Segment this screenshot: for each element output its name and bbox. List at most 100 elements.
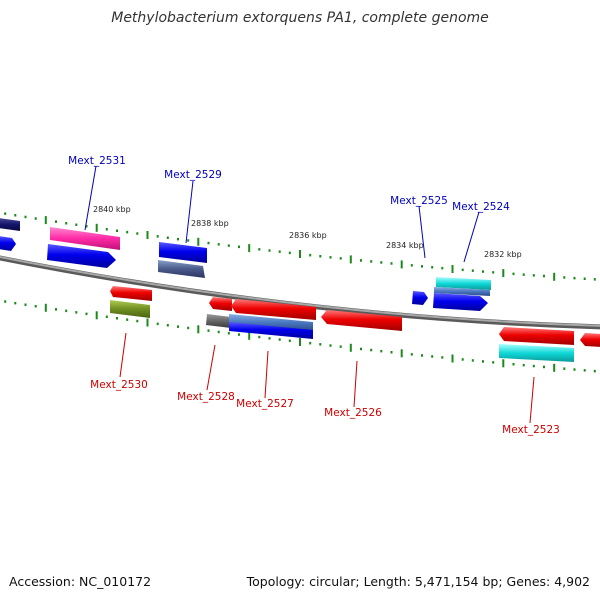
gene-label-mext-2523[interactable]: Mext_2523 [502,424,560,436]
gene-label-mext-2529[interactable]: Mext_2529 [164,169,222,181]
ruler-tick [451,265,454,273]
gene-label-mext-2531[interactable]: Mext_2531 [68,155,126,167]
ruler-tick [380,349,383,353]
gene-arrow-mext-2530[interactable] [110,286,152,301]
gene-arrow-mext-2525[interactable] [412,291,428,305]
ruler-tick [258,248,261,251]
ruler-tick [329,256,332,259]
ruler-tick [65,309,68,313]
gene-arrow-navy-left[interactable] [0,218,20,231]
ruler-tick [207,241,210,245]
ruler-tick [65,222,68,225]
gene-arrow-red-right[interactable] [580,333,600,347]
leader-mext-2524 [463,211,480,263]
ruler-tick [360,347,362,351]
leader-mext-2525 [418,205,426,259]
leader-mext-2531 [84,165,97,231]
ruler-tick [563,276,566,279]
ruler-tick [126,318,129,321]
gene-arrow-mext-2524-b[interactable] [434,287,490,296]
gene-arrow-mext-2528[interactable] [209,297,232,311]
ruler-label-2840: 2840 kbp [93,205,131,214]
gene-arrow-mext-2531[interactable] [50,227,120,250]
ruler-tick [146,318,149,327]
ruler-tick [156,235,159,238]
leader-mext-2526 [353,360,358,408]
ruler-tick [563,367,566,370]
ruler-tick [75,311,78,314]
ruler-tick [390,262,393,265]
gene-label-mext-2530[interactable]: Mext_2530 [90,379,148,391]
ruler-tick [156,322,159,326]
ruler-tick [309,341,312,345]
ruler-tick [492,271,495,274]
ruler-tick [116,317,118,320]
gene-arrow-mext-2530-b[interactable] [110,300,150,318]
ruler-tick [421,354,423,357]
gene-arrow-mext-2528-b[interactable] [206,314,231,328]
ruler-tick [207,329,210,332]
ruler-tick [278,250,281,253]
leader-mext-2528 [206,344,216,391]
gene-label-mext-2526[interactable]: Mext_2526 [324,407,382,419]
ruler-tick [583,369,586,372]
gene-label-mext-2524[interactable]: Mext_2524 [452,201,510,213]
ruler-tick [14,301,17,305]
ruler-tick [44,303,47,312]
ruler-label-2834: 2834 kbp [386,241,424,250]
gene-arrow-blue-left[interactable] [0,236,16,251]
gene-arrow-mext-2523[interactable] [499,327,574,345]
ruler-tick [126,230,129,234]
ruler-tick [390,351,393,354]
ruler-tick [268,249,271,252]
ruler-tick [502,269,505,278]
ruler-tick [522,273,525,276]
ruler-tick [238,333,240,336]
gene-label-mext-2525[interactable]: Mext_2525 [390,195,448,207]
ruler-tick [471,359,474,362]
ruler-tick [4,300,7,303]
gene-label-mext-2528[interactable]: Mext_2528 [177,391,235,403]
gene-arrow-mext-2529-b[interactable] [158,260,205,278]
ruler-tick [34,305,37,308]
ruler-tick [410,264,413,267]
leader-mext-2530 [119,332,127,378]
gene-arrow-mext-2526[interactable] [321,310,402,331]
ruler-tick [360,259,362,262]
genome-title: Methylobacterium extorquens PA1, complet… [111,10,489,26]
ruler-tick [370,348,373,352]
leader-mext-2527 [264,350,269,399]
ruler-tick [278,338,281,341]
gene-arrow-mext-2527[interactable] [231,299,316,320]
accession-text: Accession: NC_010172 [9,574,151,589]
gene-arrow-mext-2527-c[interactable] [229,322,313,339]
gene-arrow-mext-2524[interactable] [436,277,491,290]
ruler-tick [299,250,301,258]
gene-arrow-mext-2529[interactable] [159,242,207,263]
ruler-tick [492,361,495,364]
ruler-tick [522,363,525,367]
ruler-tick [309,253,312,257]
gene-arrow-mext-2524-c[interactable] [433,293,488,311]
ruler-tick [502,359,505,368]
ruler-tick [197,325,200,334]
gene-arrow-mext-2531-b[interactable] [47,244,116,268]
gene-arrow-mext-2523-b[interactable] [499,344,574,362]
ruler-tick [410,353,413,356]
ruler-tick [177,237,179,241]
ruler-tick [248,331,251,340]
ruler-tick [288,339,291,342]
ruler-tick [217,330,220,334]
ruler-tick [441,356,444,359]
ruler-ticks-lower [4,300,596,373]
ruler-tick [116,229,118,232]
ruler-tick [187,239,190,242]
gene-label-mext-2527[interactable]: Mext_2527 [236,398,294,410]
gene-arrow-mext-2527-b[interactable] [229,314,313,331]
ruler-tick [197,237,200,246]
ruler-label-2838: 2838 kbp [191,219,229,228]
ruler-label-2836: 2836 kbp [289,231,327,240]
ruler-tick [268,337,271,340]
ruler-tick [24,303,27,306]
